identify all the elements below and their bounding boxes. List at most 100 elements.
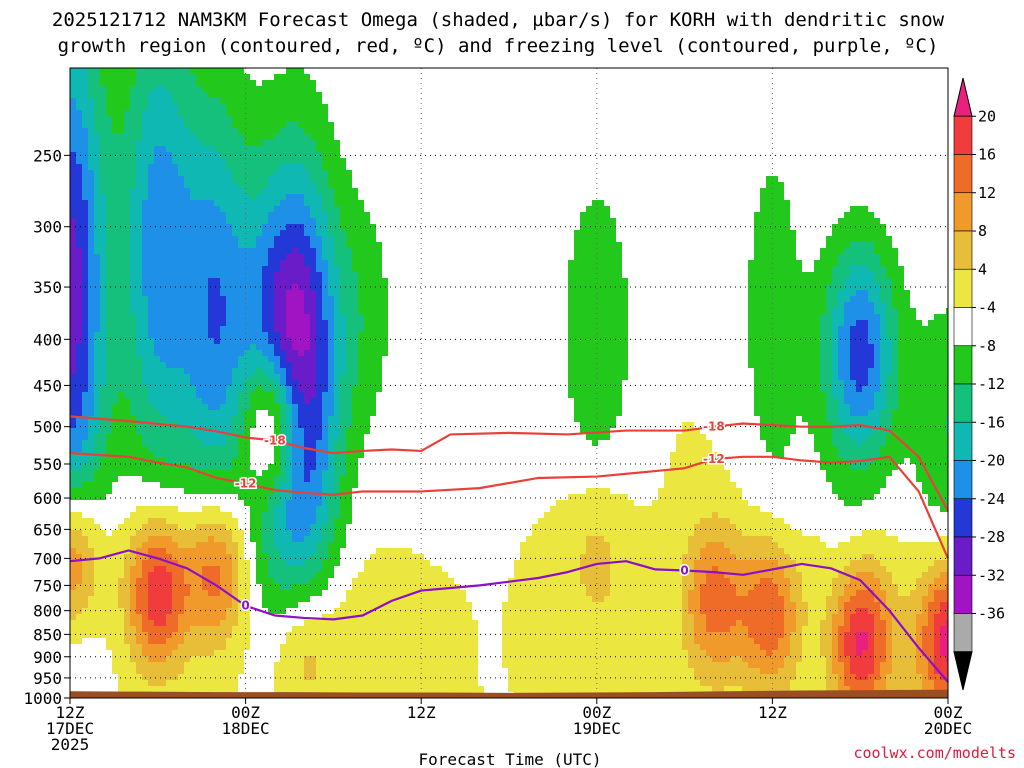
omega-cell [298, 176, 304, 182]
omega-cell [70, 194, 76, 200]
omega-cell [298, 248, 304, 254]
omega-cell [214, 254, 220, 260]
omega-cell [328, 506, 334, 512]
omega-cell [256, 104, 262, 110]
omega-cell [172, 350, 178, 356]
omega-cell [304, 206, 310, 212]
omega-cell [304, 398, 310, 404]
omega-cell [322, 194, 328, 200]
omega-cell [94, 308, 100, 314]
omega-cell [286, 188, 292, 194]
omega-cell [292, 422, 298, 428]
omega-cell [70, 422, 76, 428]
omega-cell [286, 434, 292, 440]
omega-cell [346, 512, 352, 518]
omega-cell [184, 254, 190, 260]
omega-cell [178, 146, 184, 152]
omega-cell [76, 212, 82, 218]
omega-cell [184, 92, 190, 98]
omega-cell [226, 446, 232, 452]
omega-cell [130, 434, 136, 440]
omega-cell [196, 620, 202, 626]
omega-cell [232, 410, 238, 416]
omega-cell [76, 410, 82, 416]
omega-cell [70, 362, 76, 368]
omega-cell [430, 662, 436, 668]
omega-cell [316, 386, 322, 392]
omega-cell [274, 494, 280, 500]
omega-cell [376, 314, 382, 320]
omega-cell [154, 338, 160, 344]
omega-cell [232, 518, 238, 524]
omega-cell [328, 476, 334, 482]
omega-cell [160, 206, 166, 212]
omega-cell [160, 290, 166, 296]
omega-cell [154, 416, 160, 422]
omega-cell [310, 560, 316, 566]
omega-cell [304, 170, 310, 176]
omega-cell [70, 92, 76, 98]
omega-cell [244, 344, 250, 350]
omega-cell [250, 86, 256, 92]
omega-cell [190, 146, 196, 152]
omega-cell [220, 116, 226, 122]
omega-cell [184, 578, 190, 584]
omega-cell [292, 572, 298, 578]
omega-cell [286, 104, 292, 110]
omega-cell [280, 230, 286, 236]
omega-cell [256, 554, 262, 560]
omega-cell [304, 488, 310, 494]
omega-cell [292, 518, 298, 524]
omega-cell [322, 680, 328, 686]
omega-cell [220, 668, 226, 674]
omega-cell [220, 566, 226, 572]
omega-cell [340, 362, 346, 368]
omega-cell [292, 560, 298, 566]
omega-cell [76, 242, 82, 248]
omega-cell [232, 440, 238, 446]
omega-cell [160, 182, 166, 188]
omega-cell [238, 548, 244, 554]
omega-cell [310, 626, 316, 632]
omega-cell [208, 368, 214, 374]
omega-cell [346, 650, 352, 656]
omega-cell [202, 236, 208, 242]
omega-cell [172, 482, 178, 488]
omega-cell [148, 686, 154, 692]
omega-cell [70, 326, 76, 332]
omega-cell [280, 242, 286, 248]
omega-cell [340, 236, 346, 242]
omega-cell [196, 416, 202, 422]
omega-cell [232, 398, 238, 404]
omega-cell [406, 662, 412, 668]
omega-cell [148, 182, 154, 188]
omega-cell [148, 398, 154, 404]
omega-cell [82, 398, 88, 404]
omega-cell [262, 398, 268, 404]
omega-cell [202, 410, 208, 416]
omega-cell [328, 488, 334, 494]
omega-cell [346, 344, 352, 350]
omega-cell [262, 332, 268, 338]
omega-cell [166, 620, 172, 626]
omega-cell [202, 686, 208, 692]
omega-cell [268, 548, 274, 554]
omega-cell [424, 686, 430, 692]
omega-cell [280, 470, 286, 476]
omega-cell [298, 374, 304, 380]
omega-cell [268, 122, 274, 128]
omega-cell [226, 638, 232, 644]
omega-cell [154, 584, 160, 590]
omega-cell [238, 440, 244, 446]
omega-cell [382, 314, 388, 320]
omega-cell [202, 188, 208, 194]
omega-cell [292, 524, 298, 530]
omega-cell [292, 296, 298, 302]
omega-cell [106, 326, 112, 332]
omega-cell [166, 122, 172, 128]
omega-cell [262, 482, 268, 488]
omega-cell [226, 650, 232, 656]
omega-cell [346, 602, 352, 608]
omega-cell [118, 524, 124, 530]
omega-cell [130, 272, 136, 278]
